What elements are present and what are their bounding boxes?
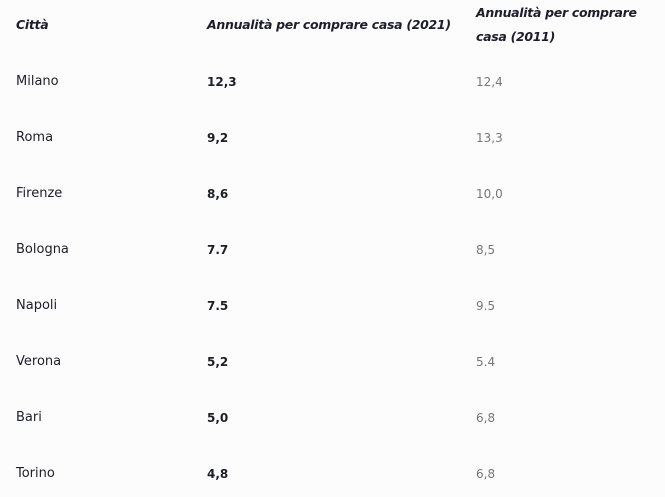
value-2021-cell: 7.7 xyxy=(207,243,229,257)
city-cell: Firenze xyxy=(16,186,63,201)
value-2011-cell: 6,8 xyxy=(476,411,496,425)
city-cell: Verona xyxy=(16,354,62,369)
header-cell: Annualità per comprare casa (2021) xyxy=(207,17,451,32)
value-2011-cell: 6,8 xyxy=(476,467,496,481)
value-2021-cell: 9,2 xyxy=(207,131,229,145)
value-2011-cell: 10,0 xyxy=(476,187,503,201)
city-cell: Roma xyxy=(16,130,54,145)
value-2021-cell: 5,0 xyxy=(207,411,229,425)
value-2021-cell: 5,2 xyxy=(207,355,229,369)
city-cell: Bologna xyxy=(16,242,69,257)
value-2021-cell: 7.5 xyxy=(207,299,229,313)
header-cell: Annualità per comprare casa (2011) xyxy=(476,5,637,44)
city-cell: Milano xyxy=(16,74,59,89)
value-2021-cell: 12,3 xyxy=(207,75,237,89)
value-2011-cell: 5.4 xyxy=(476,355,496,369)
header-cell: Città xyxy=(16,17,49,32)
value-2011-cell: 12,4 xyxy=(476,75,503,89)
value-2021-cell: 8,6 xyxy=(207,187,229,201)
value-2011-cell: 13,3 xyxy=(476,131,503,145)
value-2021-cell: 4,8 xyxy=(207,467,229,481)
value-2011-cell: 8,5 xyxy=(476,243,496,257)
city-cell: Napoli xyxy=(16,298,58,313)
city-cell: Bari xyxy=(16,410,42,425)
value-2011-cell: 9.5 xyxy=(476,299,496,313)
city-cell: Torino xyxy=(16,466,55,481)
